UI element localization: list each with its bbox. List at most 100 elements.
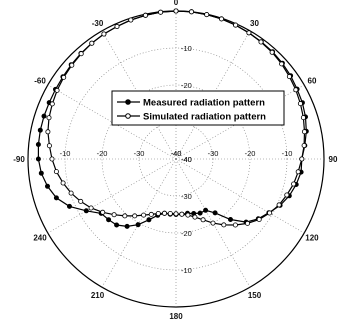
- data-point-simulated: [200, 217, 206, 223]
- angle-tick-label: 150: [248, 291, 262, 300]
- data-point-measured: [83, 208, 89, 214]
- data-point-simulated: [49, 101, 55, 107]
- legend-marker-simulated: [125, 113, 131, 119]
- angle-tick-label: 180: [169, 312, 183, 321]
- grid-ring: [101, 84, 251, 234]
- data-point-simulated: [88, 205, 94, 211]
- radial-tick-label: -40: [171, 149, 182, 158]
- data-point-measured: [197, 210, 203, 216]
- data-point-measured: [203, 207, 209, 213]
- radial-tick-label: -20: [181, 81, 192, 90]
- data-point-measured: [67, 203, 73, 209]
- data-point-measured: [124, 223, 130, 229]
- angle-tick-label: 60: [308, 77, 317, 86]
- data-point-measured: [45, 183, 51, 189]
- data-point-simulated: [141, 212, 147, 218]
- radial-tick-label: -30: [181, 192, 192, 201]
- grid-spoke: [101, 158, 177, 288]
- data-point-simulated: [89, 40, 95, 46]
- data-point-simulated: [101, 31, 107, 37]
- data-point-simulated: [258, 39, 264, 45]
- radial-tick-label: -40: [181, 155, 192, 164]
- data-point-simulated: [155, 210, 161, 216]
- grid-spoke: [47, 158, 177, 234]
- angle-tick-label: 90: [329, 155, 338, 164]
- legend-box: [111, 90, 285, 126]
- data-point-simulated: [295, 169, 301, 175]
- angle-tick-label: -30: [92, 19, 104, 28]
- data-point-simulated: [78, 198, 84, 204]
- data-point-simulated: [221, 222, 227, 228]
- data-point-simulated: [46, 115, 52, 121]
- data-point-simulated: [218, 16, 224, 22]
- polar-grid: [27, 10, 325, 308]
- data-point-simulated: [246, 30, 252, 36]
- data-point-simulated: [300, 115, 306, 121]
- legend-marker-measured: [125, 99, 131, 105]
- data-point-simulated: [132, 213, 138, 219]
- angle-tick-label: 240: [33, 234, 47, 243]
- data-point-simulated: [256, 216, 262, 222]
- data-point-simulated: [301, 142, 307, 148]
- data-point-simulated: [267, 210, 273, 216]
- data-point-simulated: [244, 220, 250, 226]
- radial-tick-label: -10: [282, 149, 293, 158]
- angle-tick-label: 210: [91, 291, 105, 300]
- radial-tick-label: -40: [171, 149, 182, 158]
- data-point-measured: [38, 170, 44, 176]
- data-point-simulated: [185, 212, 191, 218]
- data-point-simulated: [269, 49, 275, 55]
- data-point-measured: [135, 222, 141, 228]
- grid-spoke: [47, 84, 177, 160]
- legend: Measured radiation pattern Simulated rad…: [111, 90, 285, 126]
- data-point-simulated: [232, 222, 238, 228]
- radial-tick-label: -20: [245, 149, 256, 158]
- data-point-simulated: [111, 212, 117, 218]
- data-point-simulated: [192, 214, 198, 220]
- data-point-measured: [106, 217, 112, 223]
- data-point-simulated: [210, 220, 216, 226]
- data-point-measured: [41, 113, 47, 119]
- data-point-measured: [35, 156, 41, 162]
- data-point-simulated: [173, 8, 179, 14]
- data-point-simulated: [142, 12, 148, 18]
- data-point-simulated: [49, 156, 55, 162]
- legend-label-measured: Measured radiation pattern: [143, 98, 265, 109]
- radial-tick-label: -10: [181, 266, 192, 275]
- data-point-simulated: [54, 87, 60, 93]
- data-point-simulated: [53, 169, 59, 175]
- data-point-simulated: [161, 210, 167, 216]
- data-point-simulated: [128, 17, 134, 23]
- data-point-simulated: [297, 101, 303, 107]
- data-point-measured: [227, 216, 233, 222]
- data-point-measured: [53, 195, 59, 201]
- data-point-simulated: [100, 209, 106, 215]
- data-point-simulated: [78, 51, 84, 57]
- data-point-simulated: [167, 210, 173, 216]
- legend-label-simulated: Simulated radiation pattern: [143, 112, 266, 123]
- data-point-measured: [146, 217, 152, 223]
- data-point-measured: [114, 222, 120, 228]
- angle-tick-label: 120: [305, 234, 319, 243]
- radial-tick-label: -20: [97, 149, 108, 158]
- grid-spoke: [175, 30, 251, 160]
- data-point-simulated: [188, 9, 194, 15]
- data-point-simulated: [286, 74, 292, 80]
- radial-tick-label: -30: [134, 149, 145, 158]
- grid-spoke: [101, 30, 177, 160]
- data-point-measured: [37, 127, 43, 133]
- angle-tick-label: -90: [13, 155, 25, 164]
- angle-tick-label: 30: [250, 19, 259, 28]
- data-point-simulated: [293, 87, 299, 93]
- data-point-simulated: [299, 156, 305, 162]
- data-point-simulated: [284, 192, 290, 198]
- radial-tick-label: -40: [181, 155, 192, 164]
- data-point-simulated: [45, 129, 51, 135]
- angle-tick-labels: 0 -30 -60 -90 240 210 180 150 120 90 60 30: [13, 0, 338, 321]
- data-point-simulated: [291, 181, 297, 187]
- data-point-simulated: [233, 22, 239, 28]
- data-series: [35, 8, 309, 229]
- data-point-simulated: [114, 23, 120, 29]
- radial-tick-label: -10: [181, 44, 192, 53]
- data-point-simulated: [279, 61, 285, 67]
